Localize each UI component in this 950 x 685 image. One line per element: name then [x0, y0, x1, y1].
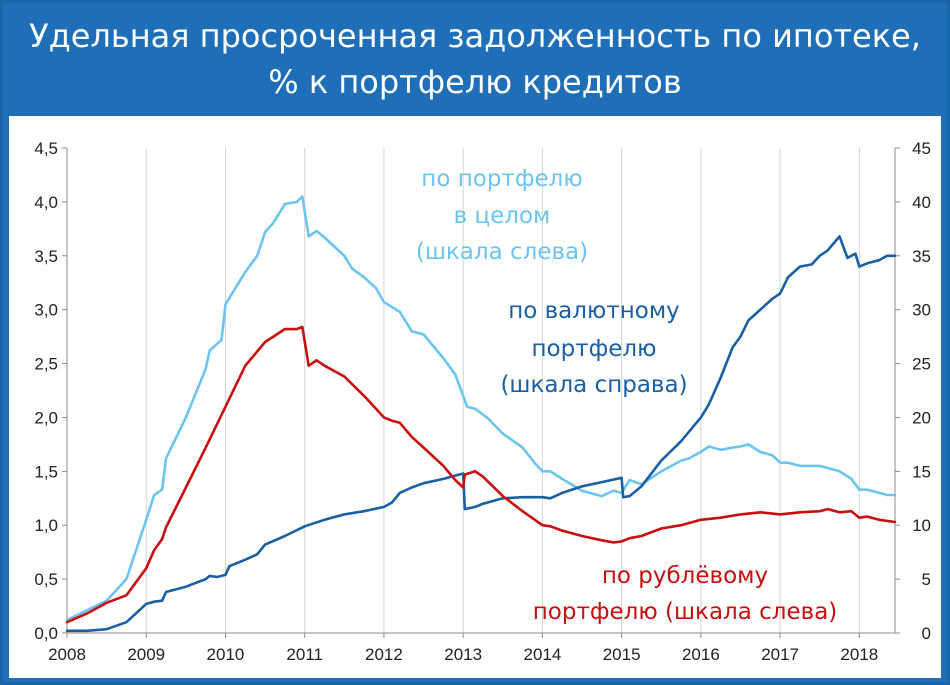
y-right-tick-label-0: 0 — [922, 624, 931, 643]
y-left-tick-label-5: 2,5 — [34, 355, 58, 374]
x-tick-label-2012: 2012 — [365, 645, 403, 664]
chart-title-line-2: % к портфелю кредитов — [268, 63, 682, 101]
annotation-fx-line-1: по валютному — [508, 298, 680, 324]
x-tick-label-2013: 2013 — [444, 645, 482, 664]
y-right-tick-label-7: 35 — [912, 247, 931, 266]
x-tick-labels: 2008 2009 2010 2011 2012 2013 2014 2015 2016 2017… — [48, 633, 878, 664]
y-left-tick-label-1: 0,5 — [34, 570, 58, 589]
annotation-rub: по рублёвому портфелю (шкала слева) — [533, 563, 838, 625]
series-lines — [65, 195, 897, 633]
annotation-total-line-1: по портфелю — [421, 166, 582, 192]
x-tick-label-2014: 2014 — [523, 645, 561, 664]
y-right-tick-label-4: 20 — [912, 408, 931, 427]
x-tick-label-2009: 2009 — [127, 645, 165, 664]
y-right-tick-label-5: 25 — [912, 355, 931, 374]
y-right-tick-label-8: 40 — [912, 193, 931, 212]
series-fx-line — [65, 235, 897, 633]
y-right-tick-label-2: 10 — [912, 516, 931, 535]
y-right-tick-label-3: 15 — [912, 462, 931, 481]
series-total-line — [65, 195, 897, 622]
annotation-rub-line-2: портфелю (шкала слева) — [533, 599, 838, 625]
y-left-tick-label-7: 3,5 — [34, 247, 58, 266]
y-left-tick-labels: 0,0 0,5 1,0 1,5 2,0 2,5 3,0 3,5 4,0 4,5 — [34, 139, 67, 643]
x-tick-label-2011: 2011 — [286, 645, 323, 664]
annotation-total-line-3: (шкала слева) — [416, 239, 588, 265]
annotation-rub-line-1: по рублёвому — [602, 563, 768, 589]
y-right-tick-label-9: 45 — [912, 139, 931, 158]
annotation-fx-line-2: портфелю — [532, 336, 657, 362]
y-left-tick-label-9: 4,5 — [34, 139, 58, 158]
annotation-total-line-2: в целом — [454, 203, 551, 229]
y-right-tick-labels: 0 5 10 15 20 25 30 35 40 45 — [895, 139, 931, 643]
x-tick-label-2008: 2008 — [48, 645, 86, 664]
series-rub-line — [65, 325, 897, 624]
axes — [66, 148, 896, 634]
annotation-fx-line-3: (шкала справа) — [500, 372, 687, 398]
y-left-tick-label-4: 2,0 — [34, 408, 58, 427]
y-left-tick-label-8: 4,0 — [34, 193, 58, 212]
line-chart: 0,0 0,5 1,0 1,5 2,0 2,5 3,0 3,5 4,0 4,5 0 5 10 15 20 2… — [34, 139, 931, 664]
chart-title: Удельная просроченная задолженность по и… — [3, 3, 947, 115]
x-tick-label-2010: 2010 — [207, 645, 245, 664]
gridlines — [145, 148, 860, 633]
y-left-tick-label-3: 1,5 — [34, 462, 58, 481]
y-right-tick-label-6: 30 — [912, 301, 931, 320]
y-left-tick-label-0: 0,0 — [34, 624, 58, 643]
annotation-fx: по валютному портфелю (шкала справа) — [500, 298, 687, 398]
plot-panel: 0,0 0,5 1,0 1,5 2,0 2,5 3,0 3,5 4,0 4,5 0 5 10 15 20 2… — [9, 116, 941, 678]
y-left-tick-label-2: 1,0 — [34, 516, 58, 535]
chart-title-line-1: Удельная просроченная задолженность по и… — [29, 17, 921, 55]
annotation-total: по портфелю в целом (шкала слева) — [416, 166, 588, 265]
x-tick-label-2016: 2016 — [682, 645, 720, 664]
x-tick-label-2017: 2017 — [761, 645, 799, 664]
x-tick-label-2018: 2018 — [840, 645, 878, 664]
y-right-tick-label-1: 5 — [922, 570, 931, 589]
x-tick-label-2015: 2015 — [603, 645, 641, 664]
y-left-tick-label-6: 3,0 — [34, 301, 58, 320]
